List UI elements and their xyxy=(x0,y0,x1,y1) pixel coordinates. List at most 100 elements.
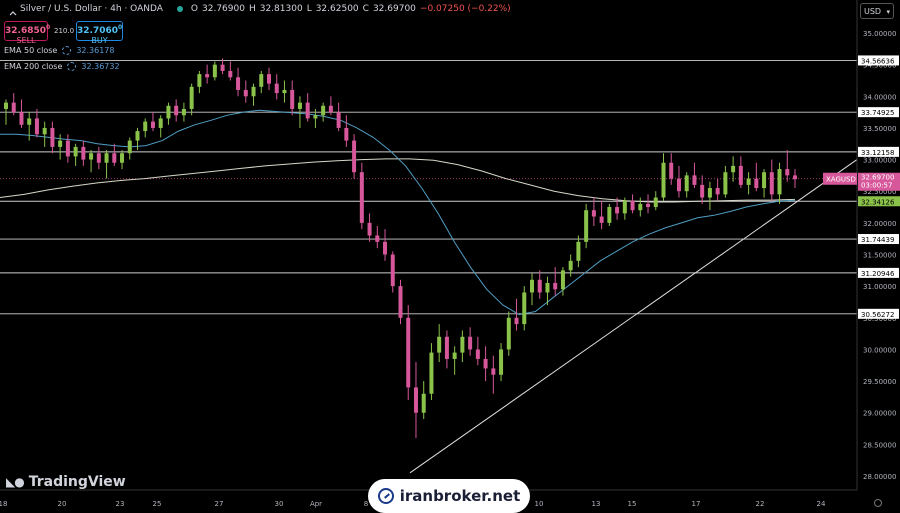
tradingview-logo[interactable]: ◣● TradingView xyxy=(6,474,126,490)
price-axis-bg xyxy=(857,0,900,511)
candle-body xyxy=(398,286,403,318)
trendline xyxy=(409,159,858,474)
high-label: H xyxy=(248,4,256,14)
collapse-icon[interactable] xyxy=(8,9,18,19)
candle-body xyxy=(104,153,109,163)
candle-body xyxy=(73,146,78,157)
x-tick-label: 10 xyxy=(535,500,544,508)
candle-body xyxy=(65,140,70,157)
currency-select[interactable]: USD ▾ xyxy=(860,3,894,19)
price-axis: 35.00000 34.50000 34.00000 33.50000 33.00000… xyxy=(823,0,900,511)
sell-label: SELL xyxy=(16,36,36,45)
logo-text: TradingView xyxy=(28,474,126,490)
ema200-value: 32.36732 xyxy=(81,62,120,71)
x-tick-label: Apr xyxy=(310,500,322,508)
open-label: O xyxy=(190,4,198,14)
candle-body xyxy=(661,162,666,198)
buy-button[interactable]: 32.70600 BUY xyxy=(76,21,123,45)
candle-body xyxy=(530,279,534,293)
x-tick-label: 22 xyxy=(756,500,765,508)
x-tick-label: 17 xyxy=(692,500,701,508)
candle-body xyxy=(669,162,674,179)
x-tick-label: 23 xyxy=(116,500,125,508)
ema50-value: 32.36178 xyxy=(76,46,115,55)
x-tick-label: 24 xyxy=(817,500,826,508)
candle-body xyxy=(707,188,712,198)
high-value: 32.81300 xyxy=(259,4,303,14)
candle-body xyxy=(274,83,279,94)
market-status-icon xyxy=(176,6,183,12)
symbol-tag-label: XAGUSD xyxy=(826,176,856,184)
candles xyxy=(4,58,797,439)
candle-body xyxy=(34,118,39,135)
candle-body xyxy=(205,74,210,78)
candle-body xyxy=(622,200,627,214)
price-tag-value: 32.69700 xyxy=(861,174,894,182)
candle-body xyxy=(259,74,264,87)
candle-body xyxy=(189,86,194,109)
support-trendline xyxy=(409,159,858,474)
settings-icon[interactable] xyxy=(874,499,882,507)
spread-value: 210.0 xyxy=(54,27,75,35)
ema50-line xyxy=(0,109,796,316)
candle-body xyxy=(236,77,241,90)
currency-select-value: USD xyxy=(864,7,882,16)
candle-body xyxy=(777,169,782,195)
candle-body xyxy=(290,89,295,109)
candle-body xyxy=(344,127,349,141)
y-tick-label: 34.00000 xyxy=(863,93,896,101)
candle-body xyxy=(120,153,125,163)
candle-body xyxy=(375,235,380,242)
candle-body xyxy=(282,89,287,94)
candle-body xyxy=(421,393,426,413)
candle-body xyxy=(715,188,720,195)
candle-body xyxy=(413,387,418,413)
y-tick-label: 32.00000 xyxy=(863,220,896,228)
candle-body xyxy=(700,184,705,198)
candle-body xyxy=(576,241,581,261)
candle-body xyxy=(166,105,171,119)
ema200-legend[interactable]: EMA 200 close 32.36732 xyxy=(4,62,120,71)
x-tick-label: 30 xyxy=(275,500,284,508)
level-tag xyxy=(858,234,899,245)
candle-body xyxy=(27,118,32,125)
candle-body xyxy=(630,200,635,211)
level-label: 31.74439 xyxy=(861,236,894,244)
candle-body xyxy=(676,178,681,192)
candle-body xyxy=(460,336,465,353)
candle-body xyxy=(506,317,511,350)
candle-body xyxy=(437,336,442,353)
candle-body xyxy=(383,241,388,255)
candle-body xyxy=(297,102,302,109)
candle-body xyxy=(359,172,364,223)
candle-body xyxy=(483,358,488,369)
candle-body xyxy=(406,317,411,388)
tradingview-icon: ◣● xyxy=(6,475,25,489)
x-tick-label: 8 xyxy=(364,500,368,508)
y-tick-label: 28.00000 xyxy=(863,473,896,481)
candle-body xyxy=(638,203,643,211)
y-tick-label: 31.00000 xyxy=(863,283,896,291)
candle-body xyxy=(762,172,767,189)
candle-body xyxy=(444,336,449,359)
x-tick-label: 25 xyxy=(153,500,162,508)
ema200-path xyxy=(0,158,796,203)
ema50-legend[interactable]: EMA 50 close 32.36178 xyxy=(4,46,114,55)
chart-header: Silver / U.S. Dollar · 4h · OANDA O 32.76… xyxy=(4,4,511,16)
symbol-title[interactable]: Silver / U.S. Dollar · 4h · OANDA xyxy=(20,4,163,14)
level-label: 34.56636 xyxy=(861,57,895,65)
candle-body xyxy=(491,368,496,375)
sell-button[interactable]: 32.68500 SELL xyxy=(4,21,50,45)
candle-body xyxy=(615,207,620,214)
candle-body xyxy=(568,260,573,271)
candle-body xyxy=(560,270,565,290)
y-tick-label: 32.50000 xyxy=(863,188,896,196)
candle-body xyxy=(150,121,155,128)
candle-body xyxy=(220,64,225,71)
candle-body xyxy=(11,102,16,113)
x-tick-label: 18 xyxy=(0,500,7,508)
candle-body xyxy=(429,352,434,394)
y-tick-label: 34.50000 xyxy=(863,62,896,70)
candle-body xyxy=(42,127,47,135)
